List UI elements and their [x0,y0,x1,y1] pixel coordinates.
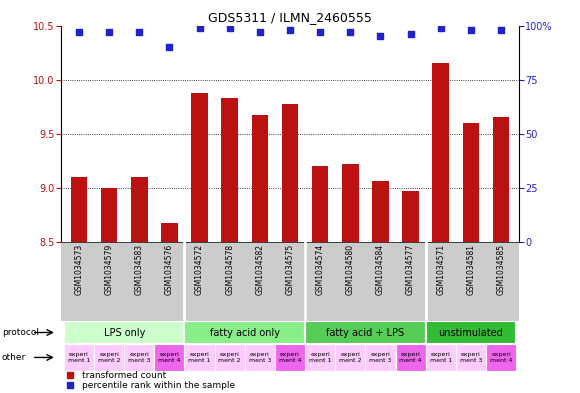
Bar [275,344,305,371]
Text: LPS only: LPS only [103,327,145,338]
Point [255,29,264,35]
Text: GSM1034573: GSM1034573 [74,244,84,296]
Text: experi
ment 3: experi ment 3 [369,352,392,363]
Text: experi
ment 3: experi ment 3 [459,352,482,363]
Point [346,29,355,35]
Bar [312,166,328,242]
Bar [365,344,396,371]
Bar [131,177,147,242]
Bar [101,188,117,242]
Text: protocol: protocol [2,328,39,337]
Text: experi
ment 2: experi ment 2 [219,352,241,363]
Text: transformed count: transformed count [82,371,166,380]
Title: GDS5311 / ILMN_2460555: GDS5311 / ILMN_2460555 [208,11,372,24]
Point [496,27,506,33]
Bar [426,321,516,344]
Bar [71,177,87,242]
Text: GSM1034575: GSM1034575 [285,244,295,296]
Bar [252,115,268,242]
Text: unstimulated: unstimulated [438,327,503,338]
Text: GSM1034583: GSM1034583 [135,244,144,295]
Bar [305,344,335,371]
Point [165,44,174,50]
Bar [222,98,238,242]
Bar [215,344,245,371]
Text: GSM1034577: GSM1034577 [406,244,415,296]
Text: GSM1034584: GSM1034584 [376,244,385,295]
Point [376,33,385,40]
Point [135,29,144,35]
Bar [493,118,509,242]
Bar [124,344,154,371]
Point [74,29,84,35]
Text: GSM1034581: GSM1034581 [466,244,476,295]
Bar [154,344,184,371]
Text: GSM1034576: GSM1034576 [165,244,174,296]
Bar [161,224,177,242]
Bar [64,344,94,371]
Bar [282,105,298,242]
Text: GSM1034574: GSM1034574 [316,244,325,296]
Text: fatty acid only: fatty acid only [210,327,280,338]
Text: percentile rank within the sample: percentile rank within the sample [82,381,235,390]
Text: experi
ment 3: experi ment 3 [249,352,271,363]
Text: experi
ment 4: experi ment 4 [399,352,422,363]
Text: GSM1034582: GSM1034582 [255,244,264,295]
Bar [372,181,389,242]
Text: experi
ment 1: experi ment 1 [188,352,211,363]
Bar [94,344,124,371]
Text: fatty acid + LPS: fatty acid + LPS [327,327,404,338]
Text: experi
ment 3: experi ment 3 [128,352,151,363]
Text: GSM1034578: GSM1034578 [225,244,234,295]
Text: GSM1034585: GSM1034585 [496,244,506,295]
Text: experi
ment 1: experi ment 1 [68,352,90,363]
Point [285,27,295,33]
Point [225,25,234,31]
Bar [463,123,479,242]
Text: GSM1034571: GSM1034571 [436,244,445,295]
Text: GSM1034579: GSM1034579 [104,244,114,296]
Text: experi
ment 1: experi ment 1 [430,352,452,363]
Bar [433,63,449,242]
Bar [486,344,516,371]
Point [436,25,445,31]
Bar [64,321,184,344]
Text: experi
ment 1: experi ment 1 [309,352,331,363]
Bar [396,344,426,371]
Bar [403,191,419,242]
Text: experi
ment 4: experi ment 4 [158,352,181,363]
Point [195,25,204,31]
Bar [184,321,305,344]
Point [316,29,325,35]
Text: experi
ment 4: experi ment 4 [279,352,301,363]
Text: experi
ment 2: experi ment 2 [339,352,361,363]
Point [104,29,114,35]
Point [406,31,415,37]
Text: GSM1034580: GSM1034580 [346,244,355,295]
Bar [456,344,486,371]
Bar [184,344,215,371]
Text: other: other [2,353,26,362]
Text: experi
ment 2: experi ment 2 [98,352,121,363]
Text: GSM1034572: GSM1034572 [195,244,204,295]
Bar [342,164,358,242]
Bar [335,344,365,371]
Point [466,27,476,33]
Bar [245,344,275,371]
Bar [426,344,456,371]
Bar [191,93,208,242]
Text: experi
ment 4: experi ment 4 [490,352,512,363]
Bar [305,321,426,344]
